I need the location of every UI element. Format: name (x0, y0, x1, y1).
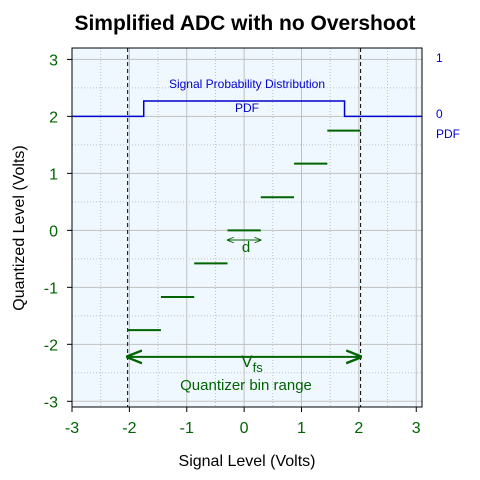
y-tick-label: -3 (44, 394, 58, 411)
grid (71, 48, 422, 407)
y-tick-label: 0 (49, 223, 58, 240)
right-axis-tick-1: 1 (436, 51, 443, 65)
plot-frame (71, 47, 423, 408)
x-tick-label: 1 (297, 420, 306, 437)
y-tick-label: -2 (44, 337, 58, 354)
y-tick-label: 1 (49, 166, 58, 183)
x-axis-label: Signal Level (Volts) (179, 453, 316, 470)
pdf-title: Signal Probability Distribution (169, 77, 325, 91)
y-tick-label: 2 (49, 109, 58, 126)
y-axis-label: Quantized Level (Volts) (11, 145, 28, 310)
x-tick-label: -3 (65, 420, 79, 437)
y-tick-label: 3 (49, 52, 58, 69)
axis-ticks: -3 -2 -1 0 1 2 3 -3 -2 -1 0 1 2 3 (44, 52, 421, 437)
right-axis-tick-0: 0 (436, 107, 443, 121)
x-tick-label: 3 (412, 420, 421, 437)
annotations (128, 240, 361, 357)
x-tick-label: -1 (180, 420, 194, 437)
full-scale-caption: Quantizer bin range (180, 377, 312, 394)
chart-title: Simplified ADC with no Overshoot (74, 12, 415, 35)
step-size-label: d (242, 239, 250, 256)
right-axis-label: PDF (436, 127, 460, 141)
pdf-trace (72, 100, 422, 118)
plot-area (72, 48, 422, 407)
full-scale-label: Vfs (241, 352, 263, 375)
quantizer-steps (127, 129, 361, 332)
range-lines (127, 48, 362, 407)
x-tick-label: 0 (240, 420, 249, 437)
pdf-line (72, 100, 422, 118)
x-tick-label: 2 (354, 420, 363, 437)
pdf-label: PDF (235, 101, 259, 115)
y-tick-label: -1 (44, 280, 58, 297)
x-tick-label: -2 (122, 420, 136, 437)
